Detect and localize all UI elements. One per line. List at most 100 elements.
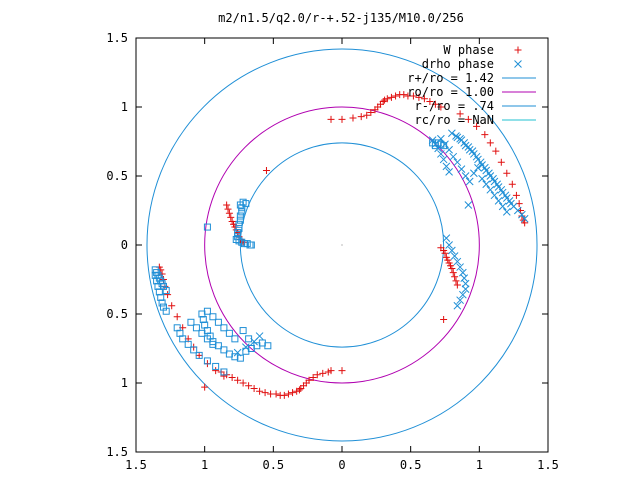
- data-point: [192, 324, 200, 332]
- data-point: [195, 351, 203, 359]
- data-point: [236, 354, 244, 362]
- data-point: [162, 307, 170, 315]
- data-point: [264, 342, 272, 350]
- data-point: [379, 97, 387, 105]
- data-point: [214, 318, 222, 326]
- y-tick-label: 1.5: [106, 445, 128, 459]
- data-point: [512, 191, 520, 199]
- data-point: [453, 281, 461, 289]
- data-point: [293, 387, 301, 395]
- data-point: [437, 103, 445, 111]
- y-tick-label: 1: [121, 100, 128, 114]
- data-point: [415, 93, 423, 101]
- data-point: [256, 387, 264, 395]
- legend-label: r-/ro = .74: [415, 99, 494, 113]
- data-point: [450, 252, 459, 260]
- data-point: [235, 220, 243, 228]
- data-point: [173, 313, 181, 321]
- data-point: [441, 140, 449, 149]
- data-point: [236, 201, 244, 209]
- data-point: [437, 150, 445, 158]
- data-point: [319, 369, 327, 377]
- y-tick-label: 0.5: [106, 169, 128, 183]
- data-point: [234, 376, 242, 384]
- data-point: [214, 342, 222, 350]
- data-point: [456, 263, 464, 271]
- data-point: [209, 313, 217, 321]
- data-point: [234, 229, 242, 237]
- data-point: [212, 367, 220, 375]
- x-tick-label: 0.5: [400, 458, 422, 472]
- data-point: [486, 172, 495, 180]
- x-tick-label: 1: [201, 458, 208, 472]
- data-point: [461, 172, 470, 180]
- data-point: [453, 257, 462, 266]
- data-point: [442, 234, 451, 242]
- data-point: [478, 174, 486, 183]
- data-point: [521, 219, 529, 227]
- data-point: [420, 95, 428, 103]
- chart-title: m2/n1.5/q2.0/r-+.52-j135/M10.0/256: [218, 11, 464, 25]
- data-point: [474, 155, 482, 164]
- data-point: [494, 196, 503, 205]
- data-point: [338, 367, 346, 375]
- data-point: [289, 389, 297, 397]
- data-point: [448, 246, 456, 255]
- legend-label: drho phase: [422, 57, 494, 71]
- data-point: [392, 92, 400, 100]
- data-point: [313, 371, 321, 379]
- data-point: [469, 169, 478, 178]
- data-point: [409, 92, 417, 100]
- legend-swatch: [514, 46, 522, 54]
- data-point: [212, 362, 220, 370]
- data-point: [349, 114, 357, 122]
- x-tick-label: 1.5: [125, 458, 147, 472]
- data-point: [297, 385, 305, 393]
- data-point: [440, 316, 448, 324]
- data-point: [456, 296, 464, 305]
- data-point: [453, 133, 462, 142]
- data-point: [503, 169, 511, 177]
- data-point: [231, 335, 239, 343]
- data-point: [236, 216, 244, 224]
- data-point: [250, 385, 258, 393]
- y-tick-label: 0.5: [106, 307, 128, 321]
- data-point: [469, 150, 478, 158]
- data-point: [431, 100, 439, 108]
- data-point: [448, 129, 456, 138]
- data-point: [225, 329, 233, 337]
- data-point: [195, 351, 203, 359]
- data-point: [223, 201, 231, 209]
- data-point: [461, 279, 470, 288]
- data-point: [228, 373, 236, 381]
- data-point: [490, 191, 499, 200]
- data-point: [490, 177, 499, 186]
- data-point: [162, 287, 170, 295]
- data-point: [190, 346, 198, 354]
- data-point: [187, 318, 195, 326]
- x-tick-label: 1: [476, 458, 483, 472]
- data-point: [203, 335, 211, 343]
- data-point: [507, 199, 515, 208]
- data-point: [238, 208, 246, 216]
- center-dot: [341, 244, 343, 246]
- axis-ticks: [135, 37, 549, 453]
- data-point: [474, 163, 482, 172]
- data-point: [502, 208, 511, 216]
- data-point: [458, 290, 467, 299]
- data-point: [508, 180, 516, 188]
- data-markers: [151, 91, 529, 399]
- data-point: [439, 155, 448, 164]
- data-point: [327, 115, 335, 123]
- data-point: [452, 277, 460, 285]
- data-point: [387, 93, 395, 101]
- data-point: [239, 379, 247, 387]
- data-point: [451, 273, 459, 281]
- data-point: [203, 357, 211, 365]
- data-point: [245, 335, 253, 343]
- legend-label: rc/ro = NaN: [415, 113, 494, 127]
- data-point: [239, 327, 247, 335]
- data-point: [220, 368, 228, 376]
- y-tick-label: 0: [121, 238, 128, 252]
